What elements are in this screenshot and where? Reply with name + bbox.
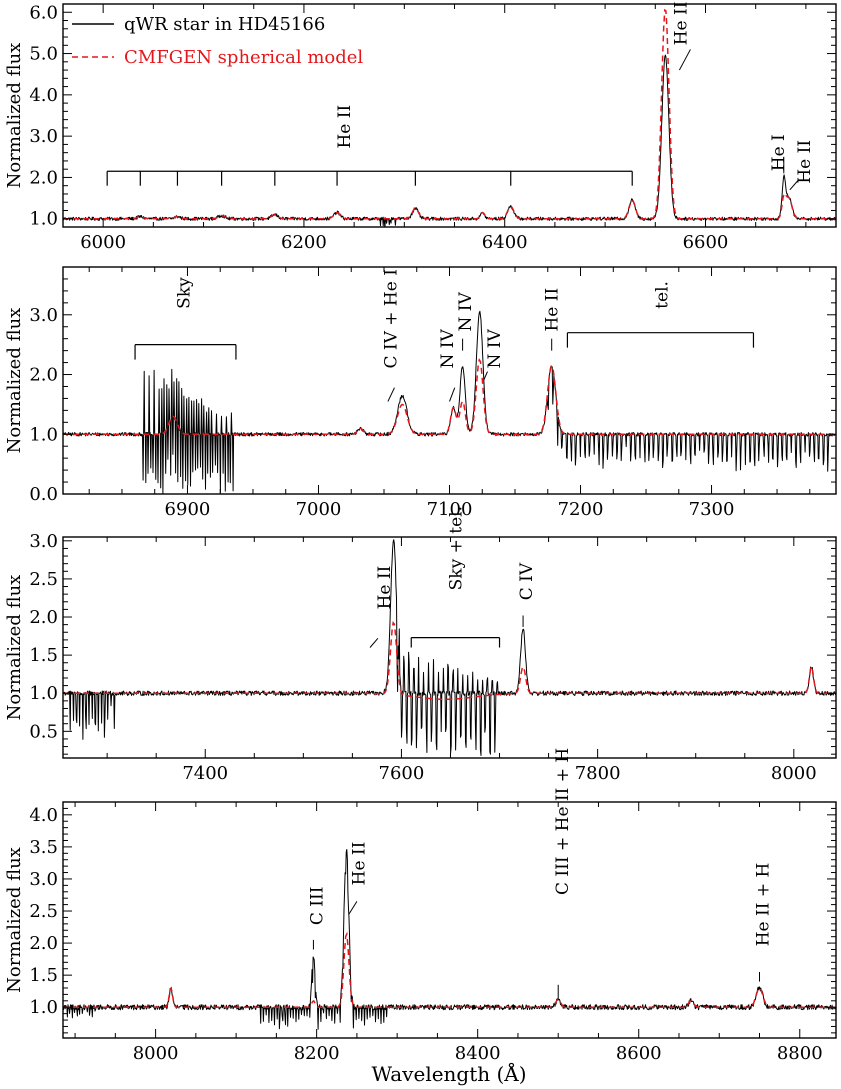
annotation-leader	[387, 387, 395, 402]
y-tick-label: 1.0	[29, 683, 58, 704]
y-tick-label: 4.0	[29, 805, 58, 826]
legend: qWR star in HD45166 CMFGEN spherical mod…	[72, 14, 363, 68]
x-tick-label: 7200	[558, 499, 604, 520]
line-annotation: He II	[795, 140, 815, 184]
line-annotation: He II	[543, 288, 563, 332]
y-tick-label: 1.0	[29, 997, 58, 1018]
y-tick-label: 1.5	[29, 965, 58, 986]
x-tick-label: 6900	[165, 499, 211, 520]
y-tick-label: 3.0	[29, 869, 58, 890]
line-annotation: He II	[350, 842, 370, 886]
line-annotation: N IV	[485, 329, 505, 369]
annotation-leader	[348, 901, 358, 915]
annotation-leader	[789, 179, 800, 191]
y-tick-label: 1.5	[29, 645, 58, 666]
plot-frame	[62, 3, 837, 228]
x-tick-label: 7000	[296, 499, 342, 520]
y-tick-label: 2.0	[29, 167, 58, 188]
line-annotation: He II + H	[754, 863, 774, 947]
x-tick-label: 6600	[683, 232, 729, 253]
y-tick-label: 2.0	[29, 607, 58, 628]
y-tick-label: 3.0	[29, 531, 58, 552]
x-tick-label: 7400	[182, 763, 228, 784]
line-annotation: He II	[335, 105, 355, 149]
line-annotation: Sky + tel.	[446, 506, 466, 590]
line-annotation: He II	[671, 2, 691, 46]
y-tick-label: 3.0	[29, 126, 58, 147]
y-axis-title: Normalized flux	[4, 847, 25, 993]
y-tick-label: 4.0	[29, 85, 58, 106]
y-tick-label: 3.0	[29, 305, 58, 326]
model-spectrum-series	[63, 8, 836, 220]
x-tick-label: 7300	[689, 499, 735, 520]
x-tick-label: 6000	[80, 232, 126, 253]
x-tick-label: 8800	[777, 1043, 823, 1064]
x-tick-label: 8200	[294, 1043, 340, 1064]
x-axis-title: Wavelength (Å)	[371, 1061, 526, 1086]
model-spectrum-series	[63, 931, 836, 1008]
y-tick-label: 2.5	[29, 901, 58, 922]
annotation-leader	[483, 371, 488, 381]
line-annotation: C III + He II + H	[553, 748, 573, 895]
panel-3: 7400 7600 7800 8000 0.5 1.0 1.5 2.0 2.5 3.0 Normal…	[4, 506, 837, 784]
line-annotation: N IV	[438, 329, 458, 369]
y-axis-title: Normalized flux	[4, 575, 25, 721]
line-annotation: C IV + He I	[382, 269, 402, 368]
line-annotation: Sky	[175, 277, 195, 309]
y-tick-label: 5.0	[29, 44, 58, 65]
model-spectrum-series	[63, 620, 836, 701]
x-tick-label: 7800	[575, 763, 621, 784]
panel-2: 6900 7000 7100 7200 7300 0.0 1.0 2.0 3.0Normaliz…	[4, 266, 837, 520]
y-axis-title: Normalized flux	[4, 43, 25, 189]
line-annotation: N IV	[456, 292, 476, 332]
y-tick-label: 2.0	[29, 933, 58, 954]
x-tick-label: 8000	[133, 1043, 179, 1064]
y-tick-label: 1.0	[29, 209, 58, 230]
observed-spectrum-series	[63, 54, 836, 227]
y-tick-label: 6.0	[29, 2, 58, 23]
legend-model-label: CMFGEN spherical model	[124, 47, 363, 68]
panel-4: 8000 8200 8400 8600 8800 1.0 1.5 2.0 2.5 3.0 3.5 4.…	[4, 748, 837, 1064]
y-tick-label: 2.5	[29, 569, 58, 590]
y-axis-title: Normalized flux	[4, 308, 25, 454]
x-tick-label: 8600	[616, 1043, 662, 1064]
y-tick-label: 1.0	[29, 424, 58, 445]
line-annotation: C III	[308, 887, 328, 926]
line-annotation: He II	[375, 566, 395, 610]
y-tick-label: 3.5	[29, 837, 58, 858]
annotation-leader	[369, 638, 379, 648]
plot-frame	[62, 801, 837, 1039]
panel-1: 6000 6200 6400 6600 1.0 2.0 3.0 4.0 5.0 6.0Normal…	[4, 2, 837, 253]
x-tick-label: 7600	[379, 763, 425, 784]
line-annotation: C IV	[517, 562, 537, 600]
y-tick-label: 0.5	[29, 721, 58, 742]
x-tick-label: 6400	[482, 232, 528, 253]
x-tick-label: 7100	[427, 499, 473, 520]
x-tick-label: 8400	[455, 1043, 501, 1064]
annotation-leader	[678, 49, 691, 71]
x-tick-label: 6200	[281, 232, 327, 253]
legend-observed-label: qWR star in HD45166	[124, 14, 325, 35]
line-annotation: He I	[769, 134, 789, 171]
annotation-leader	[449, 387, 456, 402]
y-tick-label: 2.0	[29, 365, 58, 386]
y-tick-label: 0.0	[29, 484, 58, 505]
line-annotation: tel.	[653, 281, 673, 309]
x-tick-label: 8000	[771, 763, 817, 784]
observed-spectrum-series	[63, 849, 836, 1030]
